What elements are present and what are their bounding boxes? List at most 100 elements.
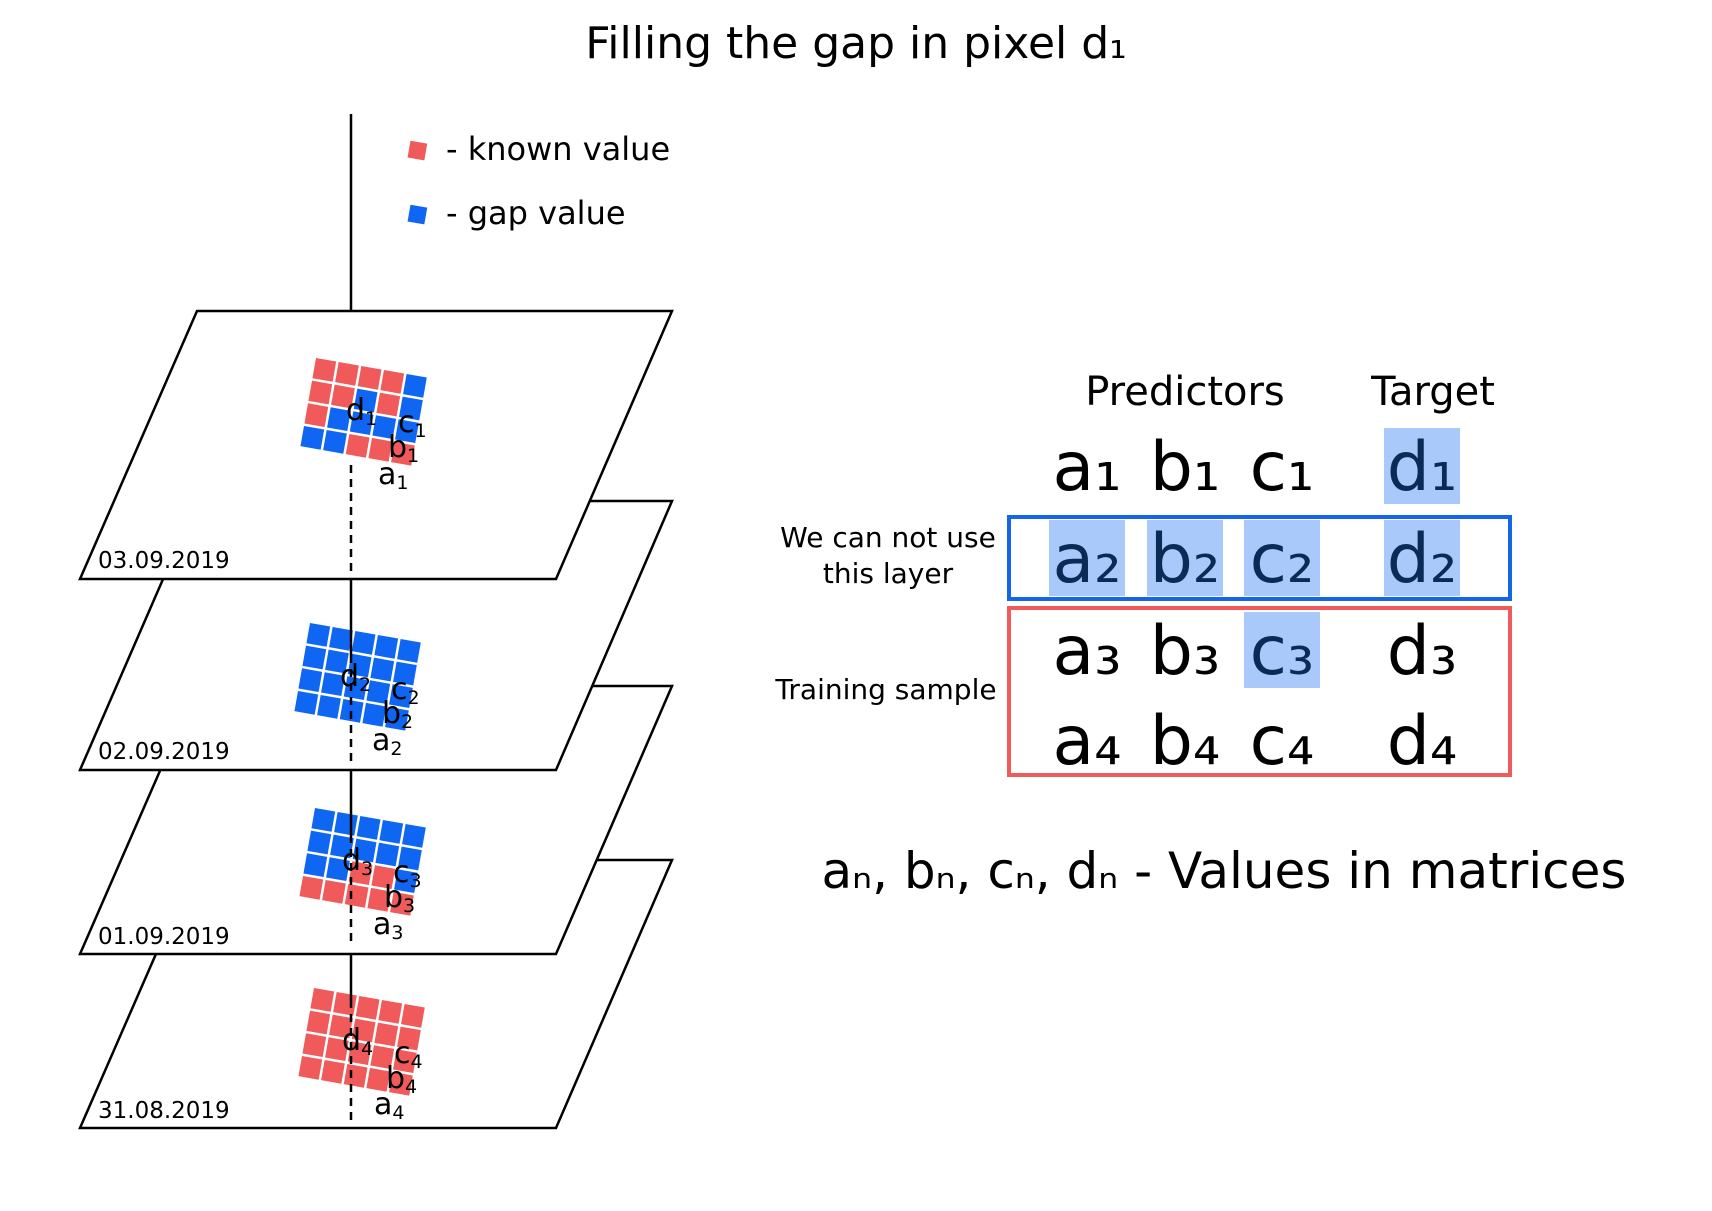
- layer-date: 31.08.2019: [98, 1098, 230, 1124]
- cell-highlight: [1049, 520, 1125, 596]
- known-pixel: [329, 1014, 353, 1039]
- gap-pixel: [300, 425, 325, 450]
- cell-a3: a₃: [1053, 612, 1122, 691]
- gap-pixel: [403, 373, 427, 398]
- label-a-sub: 1: [396, 472, 408, 494]
- known-pixel: [397, 1026, 421, 1051]
- known-pixel: [310, 988, 335, 1012]
- cell-d2: d₂: [1387, 520, 1457, 599]
- known-pixel: [391, 441, 415, 466]
- known-pixel: [380, 369, 405, 394]
- gap-pixel: [379, 819, 404, 844]
- cell-b3: b₃: [1150, 612, 1220, 691]
- gap-pixel: [294, 690, 319, 715]
- layer-date: 01.09.2019: [98, 924, 230, 950]
- cell-b1: b₁: [1150, 428, 1220, 507]
- gap-pixel: [303, 853, 328, 878]
- gap-pixel: [317, 694, 341, 719]
- label-d: d3: [342, 843, 373, 880]
- layer-date: 03.09.2019: [98, 548, 230, 574]
- gap-pixel: [302, 645, 327, 670]
- cell-d3: d₃: [1387, 612, 1457, 691]
- feature-table: Predictors Target a₁ b₁ c₁ d₁ a₂ b₂ c₂ d₂ a₃ b₃ c₃…: [774, 369, 1512, 781]
- cell-c4: c₄: [1250, 702, 1315, 781]
- known-pixel: [390, 891, 414, 916]
- gap-pixel: [349, 411, 374, 436]
- cell-a1: a₁: [1053, 428, 1122, 507]
- known-pixel: [321, 1059, 345, 1084]
- legend-gap-swatch: [407, 204, 428, 225]
- cell-highlight: [1384, 520, 1460, 596]
- known-pixel: [370, 1045, 395, 1070]
- pixel-grid: [299, 808, 426, 916]
- label-b-sub: 4: [405, 1076, 417, 1098]
- gap-pixel: [339, 698, 364, 723]
- known-pixel: [376, 392, 401, 417]
- gap-pixel: [356, 815, 381, 840]
- gap-pixel: [389, 684, 413, 709]
- known-pixel: [322, 879, 346, 904]
- legend: - known value - gap value: [407, 130, 670, 232]
- gap-pixel: [394, 869, 418, 894]
- gap-pixel: [402, 823, 426, 848]
- cell-b2: b₂: [1150, 520, 1220, 599]
- gap-pixel: [375, 842, 400, 867]
- gap-pixel: [321, 672, 345, 697]
- known-pixel: [351, 1018, 376, 1043]
- known-pixel: [308, 380, 333, 405]
- known-pixel: [343, 1063, 368, 1088]
- cell-highlight: [1244, 612, 1320, 688]
- label-d-sub: 1: [365, 408, 377, 430]
- known-pixel: [393, 1049, 417, 1074]
- pixel-grid: [300, 358, 427, 466]
- gap-pixel: [311, 808, 336, 832]
- gap-pixel: [347, 653, 372, 678]
- gap-pixel: [329, 626, 353, 651]
- known-pixel: [357, 365, 382, 390]
- gap-pixel: [362, 702, 387, 727]
- label-b-sub: 2: [401, 711, 413, 733]
- table-cells: a₁ b₁ c₁ d₁ a₂ b₂ c₂ d₂ a₃ b₃ c₃ d₃ a₄ b₄ c₄ d₄: [1049, 428, 1460, 781]
- cell-c1: c₁: [1250, 428, 1315, 507]
- cell-b4: b₄: [1150, 702, 1220, 781]
- cell-c2: c₂: [1250, 520, 1315, 599]
- gap-pixel: [334, 811, 358, 836]
- cannot-use-label-line2: this layer: [823, 557, 954, 590]
- known-pixel: [348, 861, 373, 886]
- gap-pixel: [351, 630, 376, 655]
- known-pixel: [378, 999, 403, 1024]
- gap-pixel: [397, 638, 421, 663]
- label-a-sub: 3: [391, 922, 403, 944]
- gap-pixel: [398, 846, 422, 871]
- label-c-sub: 4: [411, 1051, 423, 1073]
- values-footnote: aₙ, bₙ, cₙ, dₙ - Values in matrices: [822, 842, 1627, 900]
- figure-title: Filling the gap in pixel d₁: [585, 18, 1127, 69]
- gap-pixel: [374, 634, 399, 659]
- known-pixel: [306, 1010, 331, 1035]
- known-pixel: [371, 865, 396, 890]
- gap-pixel: [330, 834, 354, 859]
- gap-pixel: [370, 657, 395, 682]
- label-c-sub: 3: [410, 870, 422, 892]
- known-pixel: [302, 1033, 327, 1058]
- known-pixel: [325, 1037, 349, 1062]
- known-pixel: [304, 403, 329, 428]
- label-b-sub: 1: [407, 445, 419, 467]
- known-pixel: [366, 1067, 391, 1092]
- cell-d4: d₄: [1387, 702, 1457, 781]
- label-a-sub: 2: [390, 738, 402, 760]
- training-sample-label: Training sample: [774, 673, 996, 706]
- gap-pixel: [307, 830, 332, 855]
- pixel-grid: [294, 623, 421, 731]
- gap-pixel: [326, 857, 350, 882]
- known-pixel: [355, 995, 380, 1020]
- label-b-sub: 3: [403, 895, 415, 917]
- gap-pixel: [393, 661, 417, 686]
- gap-pixel: [399, 396, 423, 421]
- label-d-sub: 2: [359, 674, 371, 696]
- gap-pixel: [352, 838, 377, 863]
- known-pixel: [368, 437, 393, 462]
- known-pixel: [312, 358, 337, 382]
- gap-pixel: [353, 388, 378, 413]
